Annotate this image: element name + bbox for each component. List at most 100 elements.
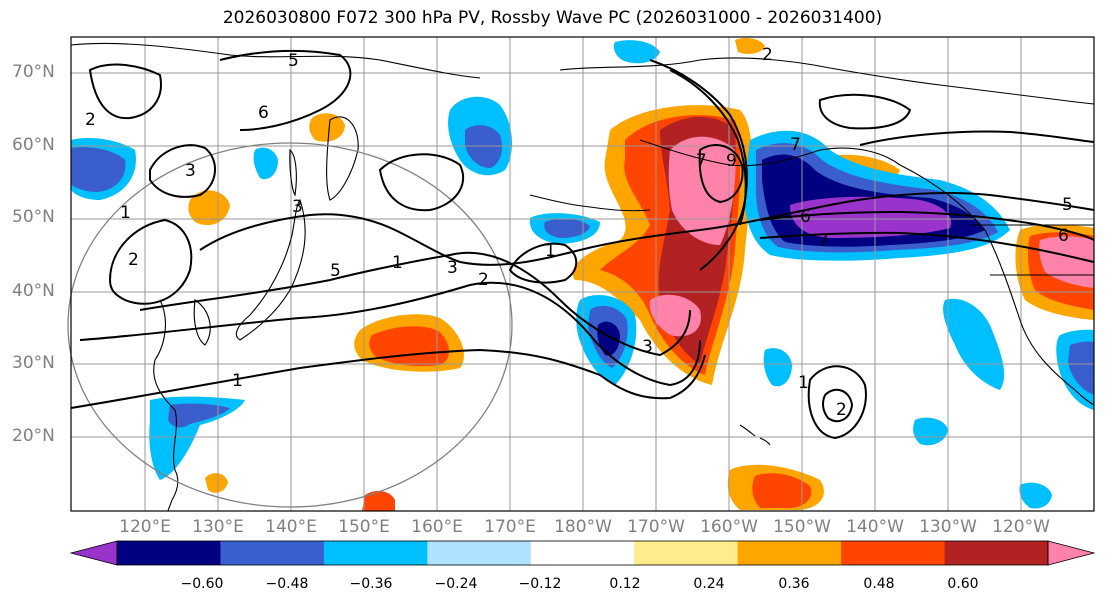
lon-label-130e: 130°E — [192, 517, 244, 537]
lon-label-150e: 150°E — [338, 517, 390, 537]
contour-9-core — [698, 144, 744, 204]
lat-label-40n: 40°N — [12, 281, 55, 301]
coastline-sakhalin — [289, 148, 297, 197]
coastline-korea — [193, 299, 211, 346]
colorbar-tick-label: 0.60 — [947, 576, 979, 592]
contour-label-5: 5 — [288, 51, 299, 71]
colorbar-outline — [116, 540, 1049, 566]
reference-circle — [67, 142, 513, 508]
contour-3-loop — [149, 144, 217, 198]
colorbar-left-arrow — [69, 540, 118, 566]
colorbar-cell — [323, 541, 428, 565]
contour-label-1: 1 — [798, 373, 809, 393]
contour-label-2: 2 — [836, 400, 847, 420]
contour-label-6: 6 — [1058, 226, 1069, 246]
contour-label-5: 5 — [1062, 195, 1073, 215]
coastline-japan — [235, 198, 306, 341]
lon-label-160e: 160°E — [411, 517, 463, 537]
contour-label-2: 2 — [128, 250, 139, 270]
negative-anomaly-bering-west-mid — [465, 125, 502, 168]
colorbar-cell — [737, 541, 842, 565]
contour-label-6: 6 — [258, 103, 269, 123]
negative-anomaly-pacific-1-mid — [544, 218, 590, 238]
contour-label-5: 5 — [330, 261, 341, 281]
coastline-philippines — [167, 469, 179, 512]
coastline-us-border — [970, 224, 1094, 276]
coastline-alaska-south — [639, 139, 901, 167]
colorbar-tick-label: −0.36 — [349, 576, 393, 592]
lon-label-120e: 120°E — [119, 517, 171, 537]
negative-anomaly-hawaii — [763, 348, 792, 387]
contour-5-north-ridge — [219, 49, 352, 131]
contour-1-loop — [508, 242, 578, 284]
colorbar-tick-label: 0.24 — [693, 576, 725, 592]
colorbar-cell — [944, 541, 1049, 565]
lat-label-20n: 20°N — [12, 426, 55, 446]
contour-label-1: 1 — [120, 203, 131, 223]
lat-label-50n: 50°N — [12, 207, 55, 227]
contour-3-band — [139, 251, 691, 357]
graticule — [71, 37, 1094, 511]
negative-anomaly-south-asia-mid — [168, 403, 230, 428]
colorbar-cell — [117, 541, 221, 565]
colorbar-tick-label: 0.48 — [863, 576, 895, 592]
contour-label-7: 7 — [696, 151, 707, 171]
coastline-kamchatka — [326, 116, 359, 201]
colorbar-cell — [427, 541, 532, 565]
colorbar-cell — [634, 541, 739, 565]
positive-anomaly-patch-3-mid — [752, 473, 812, 508]
contour-7-ridge — [669, 69, 747, 226]
negative-anomaly-pacific-2-dark — [597, 321, 620, 356]
contour-2-north — [88, 63, 162, 120]
colorbar-tick-label: −0.12 — [518, 576, 562, 592]
contour-label-2: 2 — [85, 110, 96, 130]
lat-label-60n: 60°N — [12, 135, 55, 155]
lat-label-30n: 30°N — [12, 353, 55, 373]
contour-label-1: 1 — [545, 241, 556, 261]
contour-1-main — [70, 348, 706, 409]
positive-anomaly-patch-7 — [205, 473, 228, 493]
coastline-aleutians — [529, 194, 651, 212]
map-frame — [70, 36, 1095, 512]
positive-anomaly-central-ridge-max — [668, 136, 736, 245]
coastline-hawaii — [739, 424, 771, 446]
negative-anomaly-patch-small-1 — [253, 147, 278, 180]
coastline-alaska — [559, 57, 941, 86]
colorbar-cell — [220, 541, 325, 565]
colorbar-tick-label: 0.12 — [609, 576, 641, 592]
colorbar — [69, 540, 1096, 566]
contour-north-pac-2 — [818, 93, 912, 130]
colorbar-tick-label: −0.60 — [180, 576, 224, 592]
contour-label-3: 3 — [642, 337, 653, 357]
lat-label-70n: 70°N — [12, 62, 55, 82]
contour-label-2: 2 — [478, 270, 489, 290]
contour-label-9: 9 — [726, 151, 737, 171]
contour-label-7: 7 — [818, 231, 829, 251]
colorbar-tick-label: −0.48 — [265, 576, 309, 592]
lon-label-130w: 130°W — [919, 517, 977, 537]
contour-7-band — [759, 231, 1095, 263]
positive-anomaly-patch-6 — [362, 490, 395, 511]
coastline-canada-interior — [939, 84, 1095, 105]
negative-anomaly-us-southeast-mid — [1068, 341, 1094, 395]
coastline-asia-east — [153, 299, 177, 471]
contour-label-3: 3 — [292, 197, 303, 217]
positive-anomaly-patch-2 — [309, 113, 345, 142]
negative-anomaly-patch-small-3 — [913, 417, 948, 446]
lon-label-140e: 140°E — [265, 517, 317, 537]
negative-anomaly-patch-small-4 — [1019, 482, 1052, 509]
contour-label-2: 2 — [762, 45, 773, 65]
colorbar-right-arrow — [1047, 540, 1096, 566]
positive-anomaly-patch-1 — [188, 190, 230, 226]
lon-label-120w: 120°W — [992, 517, 1050, 537]
contour-labels: 1 1 1 1 1 2 2 2 2 2 3 3 3 3 5 5 5 6 6 6 … — [85, 45, 1073, 420]
coastlines — [70, 42, 1095, 512]
coastline-asia-north — [70, 42, 481, 79]
contour-2-south-inner — [822, 388, 854, 423]
positive-anomaly-patch-5 — [735, 38, 765, 54]
plot-title: 2026030800 F072 300 hPa PV, Rossby Wave … — [222, 8, 883, 28]
contour-label-3: 3 — [185, 161, 196, 181]
contour-label-1: 1 — [392, 253, 403, 273]
colorbar-cell — [841, 541, 946, 565]
